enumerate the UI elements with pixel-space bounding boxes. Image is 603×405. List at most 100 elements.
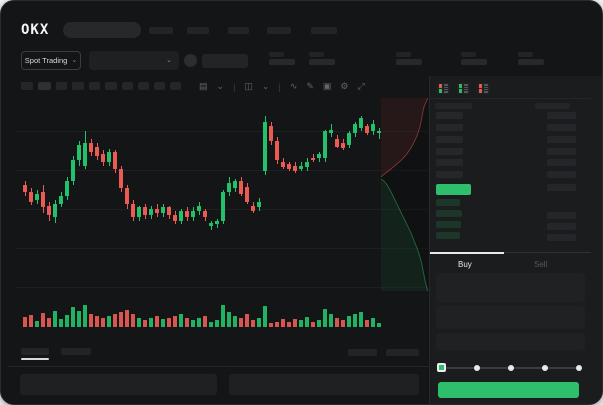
fullscreen-icon[interactable]: ⤢: [357, 81, 365, 91]
candlestick: [281, 161, 285, 168]
ask-price-row[interactable]: [436, 124, 463, 131]
volume-bar: [251, 320, 255, 327]
bid-price-row[interactable]: [436, 210, 462, 217]
stat-value-placeholder: [518, 59, 544, 65]
gridline: [15, 170, 428, 171]
toolbar-button-placeholder[interactable]: [170, 82, 181, 90]
gridline: [15, 248, 428, 249]
volume-bar: [305, 317, 309, 327]
ask-price-row[interactable]: [436, 112, 463, 119]
toolbar-button-placeholder[interactable]: [154, 82, 165, 90]
slider-handle[interactable]: [437, 363, 446, 372]
market-type-label: Spot Trading: [24, 56, 68, 65]
slider-step-dot[interactable]: [508, 365, 514, 371]
volume-bar: [371, 318, 375, 327]
slider-step-dot[interactable]: [542, 365, 548, 371]
volume-bar: [143, 320, 147, 327]
price-field[interactable]: [436, 273, 585, 302]
bottom-action-placeholder[interactable]: [348, 349, 377, 356]
nav-item-placeholder[interactable]: [187, 27, 209, 34]
toolbar-button-placeholder[interactable]: [56, 82, 67, 90]
bid-price-row[interactable]: [436, 221, 461, 228]
volume-bar: [35, 321, 39, 327]
stat-label-placeholder: [269, 52, 284, 57]
toolbar-button-placeholder[interactable]: [21, 82, 33, 90]
pair-name-placeholder[interactable]: [202, 54, 248, 68]
chevron-down-icon[interactable]: ⌄: [216, 81, 225, 91]
nav-item-placeholder[interactable]: [311, 27, 337, 34]
ask-price-row[interactable]: [436, 159, 463, 166]
last-price-highlight[interactable]: [436, 184, 471, 195]
slider-step-dot[interactable]: [576, 365, 582, 371]
toolbar-button-placeholder[interactable]: [138, 82, 149, 90]
toolbar-button-placeholder[interactable]: [72, 82, 84, 90]
orderbook-header-price: [435, 103, 472, 109]
volume-chart: [15, 305, 428, 327]
bottom-action-placeholder[interactable]: [386, 349, 419, 356]
volume-bar: [287, 322, 291, 327]
candlestick: [365, 125, 369, 134]
volume-bar: [173, 316, 177, 327]
book-combined-icon[interactable]: [437, 83, 450, 94]
volume-bar: [209, 322, 213, 327]
settings-icon[interactable]: ⚙: [340, 81, 349, 91]
gridline: [15, 287, 428, 288]
ask-price-row[interactable]: [436, 148, 463, 155]
ask-price-row[interactable]: [436, 171, 463, 178]
slider-step-dot[interactable]: [474, 365, 480, 371]
amount-field[interactable]: [436, 306, 585, 329]
total-field[interactable]: [436, 333, 585, 350]
candlestick: [167, 207, 171, 215]
nav-item-placeholder[interactable]: [228, 27, 249, 34]
stat-value-placeholder: [309, 59, 335, 65]
bottom-tab-underline: [21, 358, 49, 360]
volume-bar: [137, 318, 141, 327]
volume-bar: [269, 323, 273, 327]
toolbar-button-placeholder[interactable]: [89, 82, 100, 90]
candlestick: [359, 118, 363, 128]
chevron-down-icon[interactable]: ⌄: [261, 81, 270, 91]
volume-bar: [227, 312, 231, 327]
chart-style-icon[interactable]: ◫: [244, 81, 253, 91]
toolbar-button-placeholder[interactable]: [105, 82, 117, 90]
candlestick: [77, 144, 81, 160]
market-type-selector[interactable]: Spot Trading ⌄: [21, 51, 81, 70]
indicators-icon[interactable]: ∿: [289, 81, 298, 91]
book-asks-only-icon[interactable]: [477, 83, 490, 94]
nav-item-placeholder[interactable]: [149, 27, 173, 34]
volume-bar: [149, 318, 153, 327]
bottom-tab[interactable]: [61, 348, 91, 355]
interval-selector-icon[interactable]: ▤: [199, 81, 208, 91]
candlestick: [263, 121, 267, 172]
volume-bar: [341, 320, 345, 327]
search-input[interactable]: [63, 22, 141, 38]
buy-submit-button[interactable]: [438, 382, 579, 398]
toolbar-button-placeholder[interactable]: [38, 82, 51, 90]
balance-panel: [20, 374, 217, 395]
divider: [430, 98, 591, 99]
snapshot-icon[interactable]: ▣: [322, 81, 332, 91]
bid-price-row[interactable]: [436, 232, 460, 239]
volume-bar: [215, 320, 219, 327]
volume-bar: [95, 316, 99, 327]
ask-price-row[interactable]: [436, 136, 463, 143]
toolbar-button-placeholder[interactable]: [122, 82, 133, 90]
draw-tools-icon[interactable]: ✎: [306, 81, 314, 91]
volume-bar: [233, 316, 237, 327]
candlestick: [29, 192, 33, 202]
bottom-tab-active[interactable]: [21, 348, 49, 355]
volume-bar: [23, 317, 27, 327]
volume-bar: [89, 314, 93, 327]
candlestick-chart[interactable]: [15, 98, 428, 291]
bid-price-row[interactable]: [436, 199, 460, 206]
nav-item-placeholder[interactable]: [267, 27, 291, 34]
volume-bar: [191, 320, 195, 327]
ask-amount-bar: [547, 124, 576, 131]
volume-bar: [221, 305, 225, 327]
candlestick: [23, 184, 27, 193]
book-bids-only-icon[interactable]: [457, 83, 470, 94]
tab-sell[interactable]: Sell: [534, 260, 548, 269]
pair-selector[interactable]: ⌄: [89, 51, 179, 70]
tab-buy[interactable]: Buy: [458, 260, 472, 269]
candlestick: [371, 123, 375, 132]
